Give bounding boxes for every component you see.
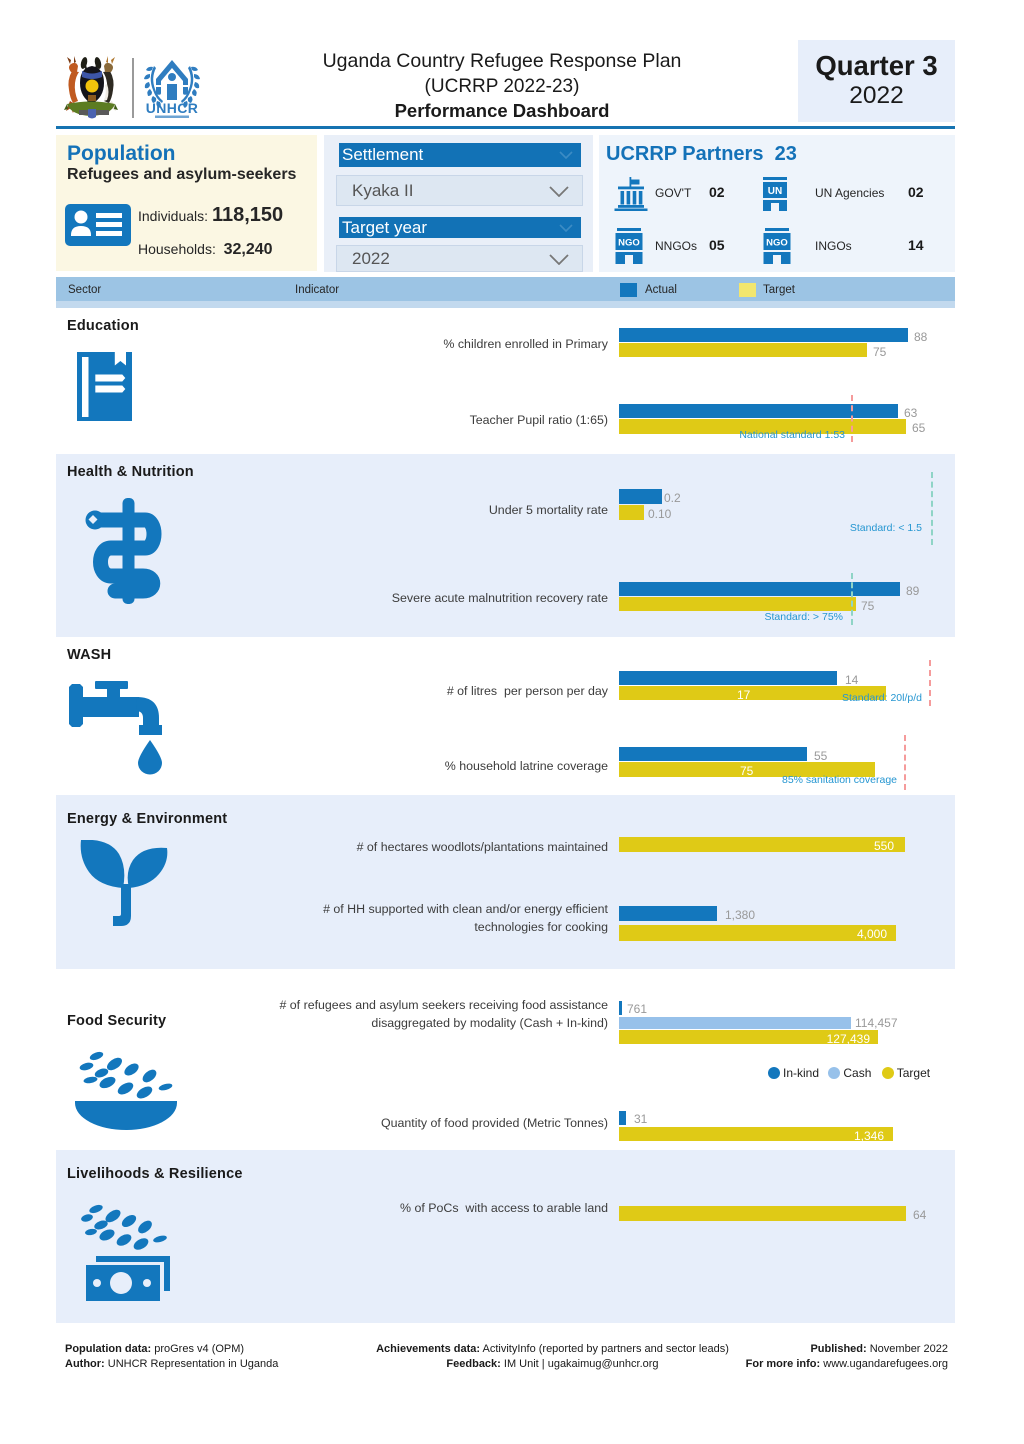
svg-text:NGO: NGO [618,238,640,249]
svg-text:UN: UN [768,186,782,197]
svg-text:UNHCR: UNHCR [146,100,199,116]
svg-text:NGO: NGO [766,238,788,249]
